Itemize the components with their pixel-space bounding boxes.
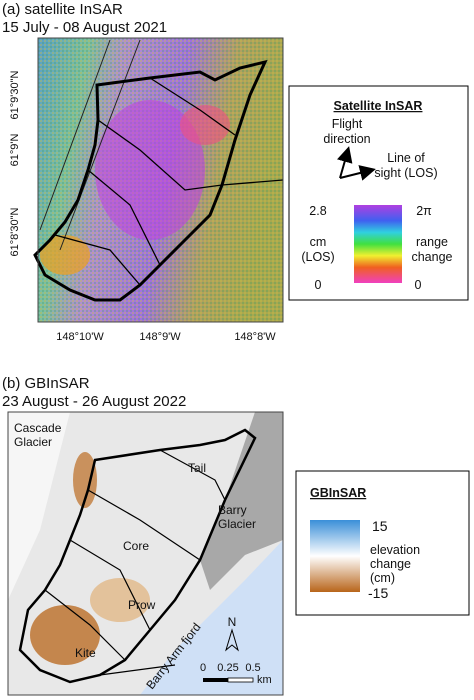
map-frame bbox=[7, 411, 284, 696]
panel-title: (b) GBInSAR bbox=[2, 375, 90, 392]
legend-text: 2.8 bbox=[309, 204, 326, 218]
legend-text: cm bbox=[310, 235, 327, 249]
boundary-line bbox=[39, 39, 141, 251]
colorbar bbox=[310, 520, 360, 592]
legend-text: 0 bbox=[415, 278, 422, 292]
elevation-change bbox=[73, 452, 97, 508]
elevation-change bbox=[90, 578, 150, 622]
place-label: Glacier bbox=[218, 517, 256, 531]
place-label: Kite bbox=[75, 646, 96, 660]
place-label: Tail bbox=[188, 461, 206, 475]
legend-text: direction bbox=[323, 132, 370, 146]
panel-b: (b) GBInSAR 23 August - 26 August 2022 C… bbox=[2, 375, 470, 696]
legend-text: 15 bbox=[372, 518, 388, 534]
lon-label: 148°8'W bbox=[234, 331, 276, 343]
scale-bar bbox=[227, 677, 254, 683]
scale-label: 0 bbox=[200, 662, 206, 674]
landslide-outline bbox=[18, 428, 257, 684]
elevation-change bbox=[30, 605, 100, 665]
colorbar bbox=[354, 205, 402, 283]
deformation bbox=[40, 235, 90, 275]
zone-line bbox=[54, 77, 284, 286]
panel-title: (a) satellite InSAR bbox=[2, 1, 123, 18]
zone-line bbox=[44, 449, 226, 676]
scale-unit: km bbox=[257, 674, 272, 686]
legend-title: GBInSAR bbox=[310, 486, 366, 500]
lat-label: 61°8'30"N bbox=[9, 207, 21, 256]
place-label: Core bbox=[123, 539, 149, 553]
legend-text: (cm) bbox=[370, 571, 395, 585]
panel-a: (a) satellite InSAR 15 July - 08 August … bbox=[2, 1, 469, 343]
legend-text: Flight bbox=[332, 117, 363, 131]
place-label: Barry bbox=[218, 503, 247, 517]
lat-label: 61°9'30"N bbox=[9, 70, 21, 119]
north-arrow bbox=[225, 628, 239, 652]
legend-title: Satellite InSAR bbox=[334, 99, 423, 113]
place-label: Prow bbox=[128, 598, 156, 612]
legend-text: (LOS) bbox=[301, 250, 334, 264]
deformation bbox=[180, 105, 230, 145]
place-label: Glacier bbox=[14, 435, 52, 449]
deformation bbox=[95, 100, 205, 240]
scale-label: 0.25 bbox=[217, 662, 238, 674]
legend-text: -15 bbox=[368, 585, 388, 601]
legend-text: 2π bbox=[416, 204, 432, 218]
legend-text: change bbox=[370, 557, 411, 571]
lat-label: 61°9'N bbox=[9, 134, 21, 167]
legend-text: elevation bbox=[370, 543, 420, 557]
los-arrow bbox=[339, 165, 376, 181]
legend-text: Line of bbox=[387, 151, 425, 165]
fjord bbox=[140, 540, 283, 695]
scale-label: 0.5 bbox=[245, 662, 260, 674]
barry-glacier bbox=[200, 412, 283, 590]
map-frame bbox=[37, 37, 284, 323]
cascade-glacier bbox=[8, 412, 70, 600]
lon-label: 148°9'W bbox=[139, 331, 181, 343]
legend-text: change bbox=[411, 250, 452, 264]
legend-text: sight (LOS) bbox=[374, 166, 437, 180]
panel-subtitle: 23 August - 26 August 2022 bbox=[2, 393, 186, 410]
legend-text: 0 bbox=[315, 278, 322, 292]
panel-subtitle: 15 July - 08 August 2021 bbox=[2, 19, 167, 36]
lon-label: 148°10'W bbox=[56, 331, 104, 343]
place-label: Cascade bbox=[14, 421, 62, 435]
legend-text: range bbox=[416, 235, 448, 249]
flight-arrow bbox=[337, 146, 353, 179]
scale-bar bbox=[203, 678, 228, 682]
north-label: N bbox=[228, 615, 237, 629]
